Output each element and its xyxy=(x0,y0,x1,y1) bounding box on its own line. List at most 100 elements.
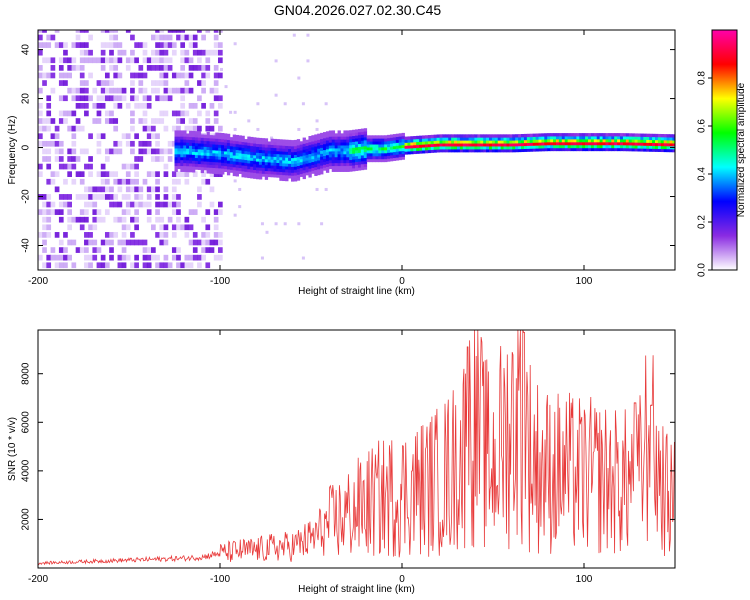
heatmap-cell xyxy=(375,152,379,157)
heatmap-cell xyxy=(614,138,618,143)
heatmap-cell xyxy=(430,140,435,145)
heatmap-cell xyxy=(541,136,545,140)
heatmap-cell xyxy=(206,131,210,136)
heatmap-cell xyxy=(323,135,327,139)
heatmap-cell xyxy=(628,136,633,140)
heatmap-cell xyxy=(197,110,202,117)
heatmap-cell xyxy=(256,158,260,162)
heatmap-cell xyxy=(205,209,211,215)
heatmap-cell xyxy=(142,118,148,124)
heatmap-cell xyxy=(363,154,368,158)
heatmap-cell xyxy=(649,145,653,149)
heatmap-cell xyxy=(261,152,266,157)
heatmap-cell xyxy=(174,145,178,149)
heatmap-cell xyxy=(146,133,152,140)
heatmap-cell xyxy=(215,167,219,172)
heatmap-cell xyxy=(325,163,330,167)
heatmap-cell xyxy=(184,80,190,86)
heatmap-cell xyxy=(224,151,228,155)
heatmap-cell xyxy=(590,133,595,137)
heatmap-cell xyxy=(282,160,286,164)
heatmap-cell xyxy=(183,150,187,155)
heatmap-cell xyxy=(532,133,536,137)
heatmap-cell xyxy=(419,141,423,145)
heatmap-cell xyxy=(88,262,93,269)
heatmap-cell xyxy=(308,162,312,166)
heatmap-cell xyxy=(588,133,592,137)
heatmap-cell xyxy=(503,140,507,144)
heatmap-cell xyxy=(407,142,411,146)
heatmap-cell xyxy=(88,224,93,231)
heatmap-cell xyxy=(474,137,478,141)
heatmap-cell xyxy=(515,137,519,141)
heatmap-cell xyxy=(451,140,455,144)
heatmap-cell xyxy=(125,254,131,261)
heatmap-cell xyxy=(142,254,148,261)
heatmap-cell xyxy=(448,140,452,144)
heatmap-cell xyxy=(235,173,239,177)
heatmap-cell xyxy=(235,149,239,153)
heatmap-cell xyxy=(389,152,394,156)
heatmap-cell xyxy=(529,148,534,152)
heatmap-cell xyxy=(176,201,181,208)
heatmap-cell xyxy=(146,209,152,215)
heatmap-cell xyxy=(451,137,455,141)
heatmap-cell xyxy=(130,118,135,124)
heatmap-cell xyxy=(290,140,295,144)
heatmap-cell xyxy=(669,143,673,147)
heatmap-cell xyxy=(38,30,43,33)
heatmap-cell xyxy=(395,157,400,161)
heatmap-cell xyxy=(125,186,131,193)
heatmap-cell xyxy=(628,133,633,137)
heatmap-cell xyxy=(54,232,60,238)
heatmap-cell xyxy=(155,140,160,147)
heatmap-cell xyxy=(232,146,237,150)
heatmap-cell xyxy=(180,145,184,149)
heatmap-cell xyxy=(320,162,324,166)
heatmap-cell xyxy=(582,136,586,140)
heatmap-cell xyxy=(305,154,309,158)
heatmap-cell xyxy=(209,201,215,208)
heatmap-cell xyxy=(180,87,186,94)
heatmap-cell xyxy=(188,239,194,246)
heatmap-cell xyxy=(634,148,638,152)
heatmap-cell xyxy=(104,262,110,269)
heatmap-cell xyxy=(311,170,315,174)
heatmap-cell xyxy=(378,155,382,160)
heatmap-cell xyxy=(130,186,135,193)
heatmap-cell xyxy=(290,145,295,150)
heatmap-cell xyxy=(605,141,609,146)
heatmap-cell xyxy=(138,140,144,147)
heatmap-cell xyxy=(205,262,211,269)
heatmap-cell xyxy=(349,147,353,152)
heatmap-cell xyxy=(113,232,119,238)
heatmap-cell xyxy=(117,148,123,155)
heatmap-cell xyxy=(553,144,557,149)
heatmap-cell xyxy=(456,140,461,144)
heatmap-cell xyxy=(151,49,156,56)
heatmap-cell xyxy=(226,154,231,158)
heatmap-cell xyxy=(451,134,455,138)
heatmap-cell xyxy=(189,142,193,146)
heatmap-cell xyxy=(357,143,362,148)
heatmap-cell xyxy=(264,144,269,148)
heatmap-cell xyxy=(538,139,542,143)
heatmap-cell xyxy=(468,146,472,150)
heatmap-cell xyxy=(666,148,670,153)
heatmap-cell xyxy=(176,34,181,41)
heatmap-cell xyxy=(180,49,186,56)
heatmap-cell xyxy=(296,162,301,166)
heatmap-cell xyxy=(355,149,359,154)
heatmap-cell xyxy=(258,146,263,151)
heatmap-cell xyxy=(474,134,478,138)
heatmap-cell xyxy=(654,136,659,141)
heatmap-cell xyxy=(200,158,205,162)
heatmap-cell xyxy=(197,131,202,135)
heatmap-cell xyxy=(63,232,68,238)
heatmap-cell xyxy=(293,151,298,156)
heatmap-cell xyxy=(194,154,199,159)
heatmap-cell xyxy=(238,205,242,209)
heatmap-cell xyxy=(92,239,98,246)
heatmap-cell xyxy=(323,140,327,145)
heatmap-cell xyxy=(308,150,312,155)
